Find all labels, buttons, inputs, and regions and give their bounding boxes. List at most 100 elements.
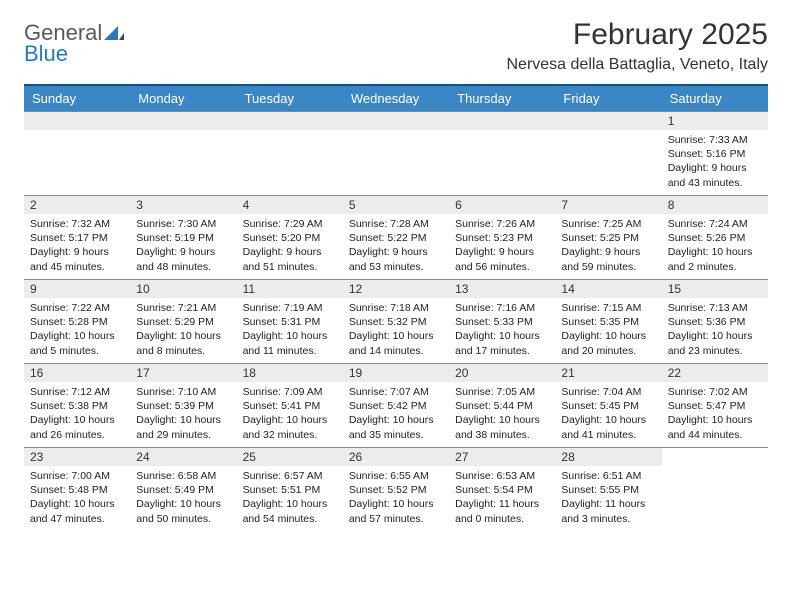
calendar-day-cell: 7Sunrise: 7:25 AMSunset: 5:25 PMDaylight… (555, 196, 661, 280)
day-data-line: Daylight: 10 hours (243, 413, 337, 427)
calendar-day-cell: 8Sunrise: 7:24 AMSunset: 5:26 PMDaylight… (662, 196, 768, 280)
day-number-empty (130, 112, 236, 130)
day-data-line: Daylight: 10 hours (136, 497, 230, 511)
day-data: Sunrise: 7:28 AMSunset: 5:22 PMDaylight:… (343, 214, 449, 278)
day-data-line: and 53 minutes. (349, 260, 443, 274)
day-data-line: Daylight: 11 hours (561, 497, 655, 511)
location-subtitle: Nervesa della Battaglia, Veneto, Italy (507, 56, 769, 74)
day-data-line: Sunrise: 7:13 AM (668, 301, 762, 315)
calendar-table: SundayMondayTuesdayWednesdayThursdayFrid… (24, 84, 768, 532)
day-data-line: Sunset: 5:55 PM (561, 483, 655, 497)
day-data-line: Sunset: 5:20 PM (243, 231, 337, 245)
day-number: 3 (130, 196, 236, 214)
day-data: Sunrise: 7:33 AMSunset: 5:16 PMDaylight:… (662, 130, 768, 194)
day-data-line: Daylight: 10 hours (30, 413, 124, 427)
day-data: Sunrise: 7:19 AMSunset: 5:31 PMDaylight:… (237, 298, 343, 362)
day-data-line: Sunset: 5:48 PM (30, 483, 124, 497)
day-data-line: Sunrise: 7:04 AM (561, 385, 655, 399)
day-data-line: and 32 minutes. (243, 428, 337, 442)
day-data-line: Sunrise: 6:53 AM (455, 469, 549, 483)
day-data-line: and 38 minutes. (455, 428, 549, 442)
calendar-day-cell: 5Sunrise: 7:28 AMSunset: 5:22 PMDaylight… (343, 196, 449, 280)
day-number: 26 (343, 448, 449, 466)
calendar-day-cell: 20Sunrise: 7:05 AMSunset: 5:44 PMDayligh… (449, 364, 555, 448)
day-data-line: and 35 minutes. (349, 428, 443, 442)
calendar-day-cell: 12Sunrise: 7:18 AMSunset: 5:32 PMDayligh… (343, 280, 449, 364)
day-data: Sunrise: 7:15 AMSunset: 5:35 PMDaylight:… (555, 298, 661, 362)
day-data: Sunrise: 6:53 AMSunset: 5:54 PMDaylight:… (449, 466, 555, 530)
calendar-day-cell: 14Sunrise: 7:15 AMSunset: 5:35 PMDayligh… (555, 280, 661, 364)
day-number: 21 (555, 364, 661, 382)
day-data-line: Daylight: 10 hours (561, 329, 655, 343)
day-number: 2 (24, 196, 130, 214)
day-data-line: Sunrise: 7:02 AM (668, 385, 762, 399)
day-data-line: and 57 minutes. (349, 512, 443, 526)
calendar-day-cell: 26Sunrise: 6:55 AMSunset: 5:52 PMDayligh… (343, 448, 449, 532)
weekday-header: Saturday (662, 85, 768, 112)
day-data: Sunrise: 6:51 AMSunset: 5:55 PMDaylight:… (555, 466, 661, 530)
calendar-empty-cell (24, 112, 130, 196)
day-data-line: Daylight: 9 hours (136, 245, 230, 259)
day-data-line: and 17 minutes. (455, 344, 549, 358)
calendar-week-row: 9Sunrise: 7:22 AMSunset: 5:28 PMDaylight… (24, 280, 768, 364)
day-data-line: and 26 minutes. (30, 428, 124, 442)
day-data-line: Sunset: 5:25 PM (561, 231, 655, 245)
calendar-day-cell: 24Sunrise: 6:58 AMSunset: 5:49 PMDayligh… (130, 448, 236, 532)
day-data-line: and 5 minutes. (30, 344, 124, 358)
day-data: Sunrise: 7:09 AMSunset: 5:41 PMDaylight:… (237, 382, 343, 446)
day-data-line: Sunrise: 7:28 AM (349, 217, 443, 231)
day-number: 17 (130, 364, 236, 382)
day-data: Sunrise: 7:16 AMSunset: 5:33 PMDaylight:… (449, 298, 555, 362)
day-data-line: Sunrise: 7:21 AM (136, 301, 230, 315)
day-data-line: and 41 minutes. (561, 428, 655, 442)
calendar-day-cell: 19Sunrise: 7:07 AMSunset: 5:42 PMDayligh… (343, 364, 449, 448)
day-data-line: Sunrise: 7:30 AM (136, 217, 230, 231)
day-data-line: Sunset: 5:23 PM (455, 231, 549, 245)
day-number: 1 (662, 112, 768, 130)
calendar-day-cell: 1Sunrise: 7:33 AMSunset: 5:16 PMDaylight… (662, 112, 768, 196)
logo-text: General Blue (24, 22, 124, 65)
day-data-line: Sunrise: 7:12 AM (30, 385, 124, 399)
calendar-day-cell: 18Sunrise: 7:09 AMSunset: 5:41 PMDayligh… (237, 364, 343, 448)
month-title: February 2025 (507, 18, 769, 52)
day-data-line: Sunrise: 7:24 AM (668, 217, 762, 231)
day-data-line: and 29 minutes. (136, 428, 230, 442)
day-data-line: Sunrise: 7:16 AM (455, 301, 549, 315)
day-data-line: and 8 minutes. (136, 344, 230, 358)
day-data-line: Sunrise: 7:32 AM (30, 217, 124, 231)
day-data-line: Sunset: 5:51 PM (243, 483, 337, 497)
day-data-line: Daylight: 11 hours (455, 497, 549, 511)
day-number-empty (237, 112, 343, 130)
day-number: 10 (130, 280, 236, 298)
calendar-day-cell: 11Sunrise: 7:19 AMSunset: 5:31 PMDayligh… (237, 280, 343, 364)
day-data-line: Sunrise: 6:57 AM (243, 469, 337, 483)
day-data-line: Sunrise: 7:10 AM (136, 385, 230, 399)
calendar-day-cell: 17Sunrise: 7:10 AMSunset: 5:39 PMDayligh… (130, 364, 236, 448)
calendar-empty-cell (343, 112, 449, 196)
brand-logo: General Blue (24, 22, 124, 65)
day-data-line: Daylight: 10 hours (136, 329, 230, 343)
day-data: Sunrise: 7:12 AMSunset: 5:38 PMDaylight:… (24, 382, 130, 446)
day-data-line: Daylight: 10 hours (455, 413, 549, 427)
calendar-day-cell: 23Sunrise: 7:00 AMSunset: 5:48 PMDayligh… (24, 448, 130, 532)
day-data-line: Daylight: 10 hours (30, 497, 124, 511)
day-number: 13 (449, 280, 555, 298)
day-data-line: Daylight: 10 hours (349, 413, 443, 427)
day-data-line: Daylight: 10 hours (668, 329, 762, 343)
day-data-line: and 43 minutes. (668, 176, 762, 190)
day-data-line: Sunset: 5:45 PM (561, 399, 655, 413)
day-data-line: Sunset: 5:33 PM (455, 315, 549, 329)
day-number: 27 (449, 448, 555, 466)
calendar-day-cell: 3Sunrise: 7:30 AMSunset: 5:19 PMDaylight… (130, 196, 236, 280)
day-number: 20 (449, 364, 555, 382)
day-data: Sunrise: 6:55 AMSunset: 5:52 PMDaylight:… (343, 466, 449, 530)
calendar-day-cell: 6Sunrise: 7:26 AMSunset: 5:23 PMDaylight… (449, 196, 555, 280)
day-data-line: Daylight: 10 hours (30, 329, 124, 343)
day-data-line: and 2 minutes. (668, 260, 762, 274)
calendar-day-cell: 21Sunrise: 7:04 AMSunset: 5:45 PMDayligh… (555, 364, 661, 448)
day-data: Sunrise: 6:57 AMSunset: 5:51 PMDaylight:… (237, 466, 343, 530)
day-data-line: and 3 minutes. (561, 512, 655, 526)
day-number: 25 (237, 448, 343, 466)
calendar-day-cell: 25Sunrise: 6:57 AMSunset: 5:51 PMDayligh… (237, 448, 343, 532)
weekday-header: Tuesday (237, 85, 343, 112)
